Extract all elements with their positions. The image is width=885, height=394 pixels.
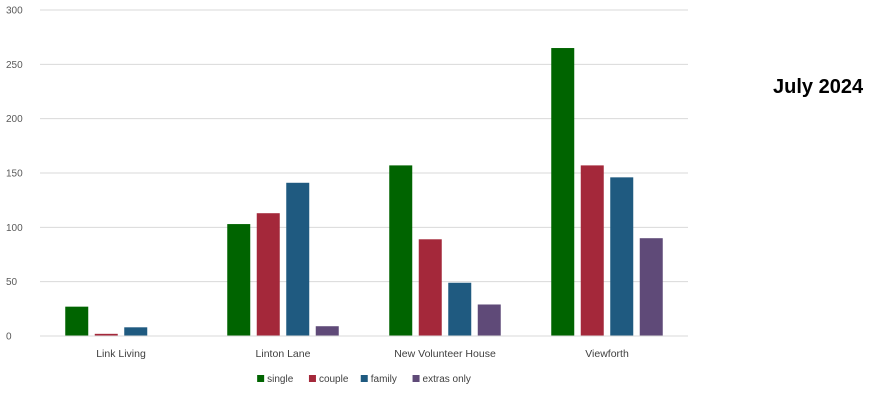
- category-label: Link Living: [96, 348, 146, 360]
- bar-family-2: [448, 282, 472, 336]
- legend-label: extras only: [423, 374, 471, 385]
- bar-couple-3: [580, 165, 604, 336]
- category-label: Viewforth: [585, 348, 629, 360]
- y-tick-label: 0: [6, 332, 12, 343]
- legend-swatch: [308, 375, 316, 382]
- legend-item-couple: couple: [308, 374, 349, 385]
- category-label: New Volunteer House: [394, 348, 496, 360]
- gridlines: [40, 9, 688, 283]
- category-labels: Link Living Linton Lane New Volunteer Hous…: [96, 348, 629, 360]
- legend-swatch: [257, 375, 265, 382]
- bar-single-3: [551, 48, 575, 337]
- bar-couple-2: [418, 239, 442, 336]
- bar-couple-0: [94, 333, 118, 336]
- category-label: Linton Lane: [256, 348, 311, 360]
- y-tick-label: 50: [6, 277, 18, 288]
- legend-swatch: [412, 375, 420, 382]
- legend-label: couple: [319, 374, 349, 385]
- bar-single-2: [389, 165, 413, 336]
- y-tick-label: 100: [6, 223, 23, 234]
- bar-extras-only-1: [315, 326, 339, 336]
- legend-swatch: [360, 375, 368, 382]
- bar-couple-1: [256, 213, 280, 336]
- legend-item-single: single: [257, 374, 294, 385]
- y-tick-label: 150: [6, 169, 23, 180]
- bar-extras-only-3: [639, 238, 663, 336]
- bar-family-1: [286, 182, 310, 336]
- legend-label: single: [267, 374, 294, 385]
- bar-single-0: [65, 306, 89, 336]
- bar-extras-only-2: [477, 304, 501, 336]
- bar-single-1: [227, 224, 251, 336]
- bar-family-3: [610, 177, 634, 336]
- bar-family-0: [124, 327, 148, 336]
- legend: single couple family extras only: [257, 374, 471, 385]
- legend-label: family: [371, 374, 397, 385]
- y-tick-label: 200: [6, 114, 23, 125]
- legend-item-extras-only: extras only: [412, 374, 471, 385]
- legend-item-family: family: [360, 374, 397, 385]
- bars: [65, 48, 663, 337]
- chart-title: July 2024: [773, 76, 864, 98]
- y-tick-label: 300: [6, 6, 23, 17]
- y-axis-tick-labels: 0 50 100 150 200 250 300: [6, 6, 23, 343]
- y-tick-label: 250: [6, 60, 23, 71]
